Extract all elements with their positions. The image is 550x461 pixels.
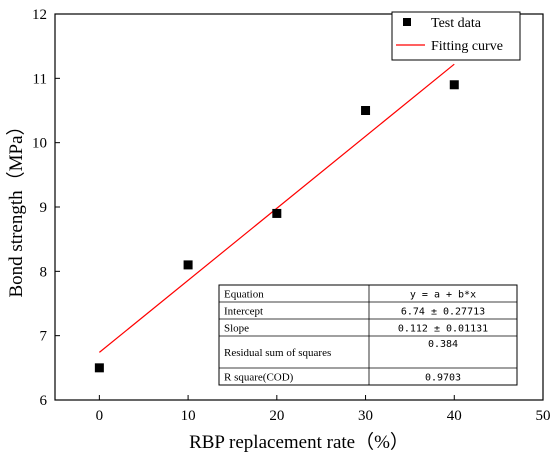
fit-table-value: 0.112 ± 0.01131: [398, 324, 488, 335]
series-layer: [94, 63, 459, 373]
fit-table-label: Intercept: [224, 306, 263, 318]
legend-marker-test-data: [403, 18, 411, 26]
fit-table-value: 0.384: [428, 339, 458, 350]
x-tick-label: 10: [181, 408, 196, 424]
data-point: [272, 208, 282, 218]
fit-table-label: Equation: [224, 289, 264, 301]
y-tick-label: 9: [40, 200, 48, 216]
y-tick-label: 7: [40, 329, 48, 345]
fit-table-label: Residual sum of squares: [224, 347, 331, 359]
fit-table-value: 6.74 ± 0.27713: [401, 307, 485, 318]
legend: Test data Fitting curve: [391, 11, 521, 61]
data-point: [361, 106, 371, 115]
data-point: [183, 260, 193, 270]
data-point: [94, 363, 104, 373]
fit-statistics-table: Equation y = a + b*x Intercept 6.74 ± 0.277…: [218, 284, 518, 386]
y-tick-label: 10: [32, 136, 47, 152]
legend-label-test-data: Test data: [431, 16, 482, 31]
fit-table-value: y = a + b*x: [410, 290, 476, 301]
x-tick-label: 50: [536, 408, 550, 424]
y-tick-label: 12: [32, 7, 47, 23]
x-tick-label: 0: [96, 408, 104, 424]
x-axis-title: RBP replacement rate（%）: [189, 431, 409, 453]
x-axis: 0 10 20 30 40 50: [96, 395, 550, 424]
y-tick-label: 6: [40, 393, 48, 409]
y-tick-label: 8: [40, 264, 48, 280]
legend-box: [391, 11, 521, 61]
y-tick-label: 11: [33, 71, 47, 87]
data-point: [449, 80, 459, 90]
y-axis-title: Bond strength（MPa）: [5, 116, 27, 297]
fit-table-label: Slope: [224, 323, 249, 335]
fit-table-label: R square(COD): [224, 372, 294, 384]
y-axis: 6 7 8 9 10 11 12: [32, 7, 60, 409]
legend-label-fitting-curve: Fitting curve: [431, 39, 503, 54]
x-tick-label: 40: [447, 408, 462, 424]
fit-table-value: 0.9703: [425, 373, 461, 384]
x-tick-label: 20: [269, 408, 284, 424]
x-tick-label: 30: [358, 408, 373, 424]
fitting-curve-line: [98, 63, 455, 353]
